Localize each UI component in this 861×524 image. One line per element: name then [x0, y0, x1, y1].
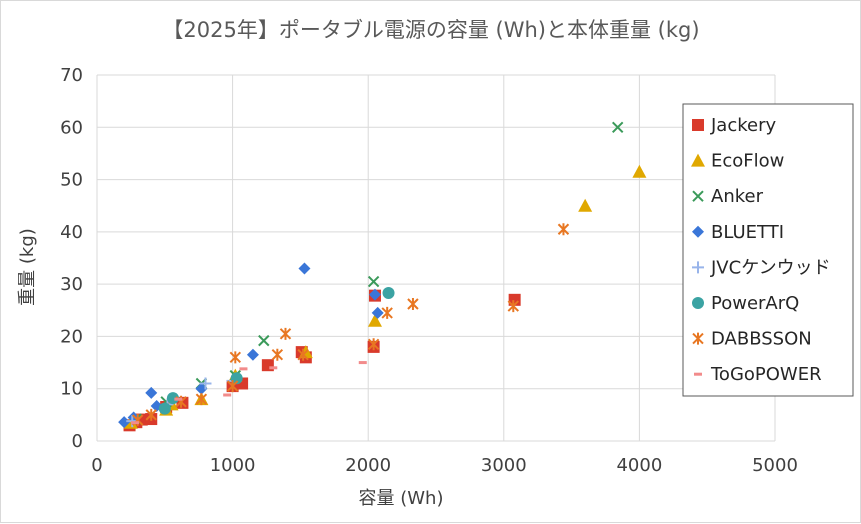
legend-marker	[692, 332, 704, 345]
y-tick-label: 20	[60, 326, 83, 347]
data-points	[118, 121, 647, 432]
series-togopower	[130, 361, 367, 425]
data-point	[246, 348, 259, 361]
y-tick-label: 50	[60, 170, 83, 191]
data-point	[145, 386, 158, 399]
data-point	[269, 366, 278, 370]
data-point	[611, 121, 624, 133]
legend-marker	[692, 225, 704, 238]
data-point	[557, 223, 570, 236]
legend-label: JVCケンウッド	[710, 257, 831, 278]
data-point	[367, 313, 382, 327]
legend-marker	[694, 372, 702, 376]
legend-marker	[692, 261, 704, 274]
legend: Jackery EcoFlow Anker BLUETTI JVCケンウッド PowerA…	[682, 103, 854, 397]
y-tick-label: 10	[60, 379, 83, 400]
x-tick-label: 2000	[345, 455, 391, 476]
data-point	[279, 327, 292, 340]
data-point	[632, 164, 647, 178]
data-point	[195, 393, 208, 406]
y-axis-ticks: 0 10 20 30 40 50 60 70	[60, 65, 83, 452]
data-point	[297, 348, 309, 361]
data-point	[223, 393, 232, 397]
data-point	[368, 288, 381, 301]
legend-marker	[691, 153, 705, 167]
data-point	[158, 402, 171, 415]
series-jackery	[123, 289, 521, 432]
data-point	[145, 408, 157, 421]
series-bluetti	[118, 262, 384, 429]
legend-label: ToGoPOWER	[710, 364, 822, 385]
x-tick-label: 1000	[210, 455, 256, 476]
data-point	[367, 275, 380, 288]
data-point	[199, 377, 212, 390]
x-tick-label: 0	[91, 455, 102, 476]
y-tick-label: 30	[60, 274, 83, 295]
data-point	[381, 306, 393, 319]
legend-label: EcoFlow	[711, 151, 784, 172]
data-point	[371, 306, 384, 319]
series-powerarq	[158, 287, 395, 415]
data-point	[382, 287, 395, 300]
data-point	[123, 415, 138, 429]
y-axis-label: 重量 (kg)	[17, 228, 38, 306]
data-point	[229, 351, 242, 364]
data-point	[578, 198, 593, 212]
data-point	[226, 380, 239, 393]
x-tick-label: 4000	[616, 455, 662, 476]
data-point	[258, 334, 270, 347]
x-tick-label: 5000	[752, 455, 798, 476]
legend-label: BLUETTI	[711, 222, 784, 243]
legend-marker	[692, 190, 704, 202]
legend-box	[682, 103, 854, 397]
data-point	[507, 300, 519, 313]
legend-label: PowerArQ	[711, 293, 799, 314]
data-point	[239, 367, 248, 371]
data-point	[118, 416, 131, 429]
legend-label: Jackery	[710, 115, 776, 136]
data-point	[195, 382, 208, 395]
data-point	[358, 361, 367, 365]
data-point	[271, 348, 284, 361]
legend-label: DABBSSON	[711, 329, 812, 350]
legend-marker	[692, 119, 704, 131]
data-point	[298, 262, 311, 275]
data-point	[367, 338, 380, 351]
data-point	[166, 392, 179, 405]
y-tick-label: 40	[60, 222, 83, 243]
data-point	[230, 372, 243, 385]
legend-marker	[692, 297, 704, 309]
x-tick-label: 3000	[481, 455, 527, 476]
data-point	[174, 397, 183, 401]
x-axis-label: 容量 (Wh)	[359, 488, 444, 509]
data-point	[130, 421, 139, 425]
y-tick-label: 70	[60, 65, 83, 86]
x-axis-ticks: 0 1000 2000 3000 4000 5000	[91, 455, 798, 476]
series-dabbsson	[131, 223, 570, 427]
data-point	[407, 298, 419, 311]
data-point	[261, 359, 274, 372]
chart-title: 【2025年】ポータブル電源の容量 (Wh)と本体重量 (kg)	[162, 18, 699, 42]
legend-label: Anker	[711, 186, 764, 207]
y-tick-label: 0	[72, 431, 83, 452]
y-tick-label: 60	[60, 117, 83, 138]
